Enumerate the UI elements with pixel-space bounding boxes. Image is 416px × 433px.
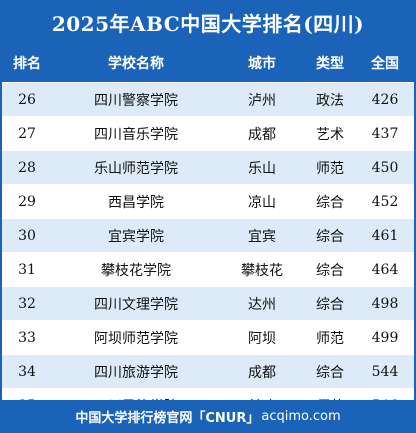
ranking-table: 排名 学校名称 城市 类型 全国 26 四川警察学院 泸州 政法 426 27 四川音乐学院… [2, 44, 414, 422]
footer: 中国大学排行榜官网「CNUR」 acqimo.com [0, 400, 416, 433]
cell-rank: 29 [18, 193, 36, 210]
header-type: 类型 [316, 56, 344, 72]
cell-rank: 26 [18, 91, 36, 108]
cell-rank: 34 [18, 363, 36, 380]
cell-rank: 32 [18, 295, 36, 312]
header-name: 学校名称 [108, 56, 164, 72]
cell-score: 498 [371, 295, 399, 312]
header-rank: 排名 [13, 56, 41, 72]
cell-score: 450 [371, 159, 399, 176]
table-row: 27 四川音乐学院 成都 艺术 437 [2, 116, 414, 150]
cell-score: 426 [371, 91, 399, 108]
cell-rank: 33 [18, 329, 36, 346]
cell-rank: 28 [18, 159, 36, 176]
table-row: 33 阿坝师范学院 阿坝 师范 499 [2, 320, 414, 354]
table-row: 28 乐山师范学院 乐山 师范 450 [2, 150, 414, 184]
cell-type: 综合 [316, 364, 344, 381]
cell-name: 乐山师范学院 [94, 160, 178, 177]
cell-score: 499 [371, 329, 399, 346]
cell-rank: 30 [18, 227, 36, 244]
footer-site: acqimo.com [261, 409, 341, 424]
cell-score: 437 [371, 125, 399, 142]
cell-score: 461 [371, 227, 399, 244]
cell-rank: 31 [18, 261, 36, 278]
cell-name: 攀枝花学院 [101, 262, 171, 279]
cell-name: 四川旅游学院 [94, 364, 178, 381]
cell-rank: 27 [18, 125, 36, 142]
table-row: 32 四川文理学院 达州 综合 498 [2, 286, 414, 320]
cell-city: 宜宾 [248, 228, 276, 245]
cell-city: 成都 [248, 126, 276, 143]
cell-name: 西昌学院 [108, 194, 164, 211]
cell-city: 达州 [248, 296, 276, 313]
cell-type: 综合 [316, 296, 344, 313]
cell-type: 师范 [316, 330, 344, 347]
table-row: 30 宜宾学院 宜宾 综合 461 [2, 218, 414, 252]
footer-text: 中国大学排行榜官网「CNUR」 [75, 411, 260, 426]
cell-city: 泸州 [248, 92, 276, 109]
cell-name: 宜宾学院 [108, 228, 164, 245]
page-title: 2025年ABC中国大学排名(四川) [0, 0, 416, 44]
header-score: 全国 [371, 56, 399, 72]
cell-type: 综合 [316, 228, 344, 245]
cell-type: 综合 [316, 194, 344, 211]
cell-type: 政法 [316, 92, 344, 109]
cell-city: 凉山 [248, 194, 276, 211]
table-header: 排名 学校名称 城市 类型 全国 [2, 44, 414, 82]
cell-score: 544 [371, 363, 399, 380]
cell-name: 四川音乐学院 [94, 126, 178, 143]
header-city: 城市 [248, 56, 276, 72]
cell-name: 阿坝师范学院 [94, 330, 178, 347]
cell-type: 综合 [316, 262, 344, 279]
table-row: 34 四川旅游学院 成都 综合 544 [2, 354, 414, 388]
cell-city: 成都 [248, 364, 276, 381]
cell-type: 师范 [316, 160, 344, 177]
cell-type: 艺术 [316, 126, 344, 143]
cell-name: 四川警察学院 [94, 92, 178, 109]
table-row: 29 西昌学院 凉山 综合 452 [2, 184, 414, 218]
cell-city: 乐山 [248, 160, 276, 177]
cell-city: 攀枝花 [241, 262, 283, 279]
cell-city: 阿坝 [248, 330, 276, 347]
cell-score: 452 [371, 193, 399, 210]
cell-score: 464 [371, 261, 399, 278]
table-row: 26 四川警察学院 泸州 政法 426 [2, 82, 414, 116]
cell-name: 四川文理学院 [94, 296, 178, 313]
table-row: 31 攀枝花学院 攀枝花 综合 464 [2, 252, 414, 286]
